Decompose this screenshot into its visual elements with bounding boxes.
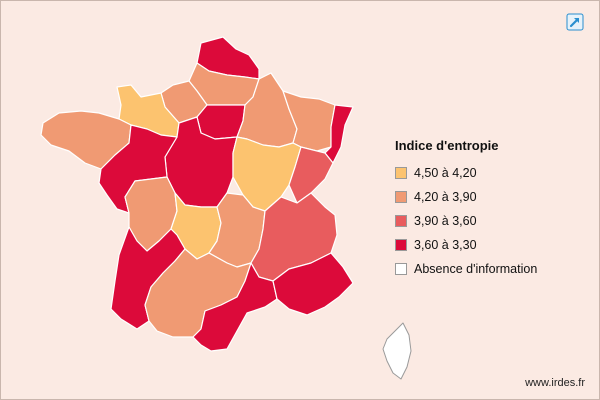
expand-arrow-icon[interactable] <box>566 13 584 31</box>
legend-swatch <box>395 239 407 251</box>
legend-label: Absence d'information <box>414 262 538 276</box>
region-franche-comte <box>288 146 334 204</box>
legend-swatch <box>395 191 407 203</box>
legend-item: Absence d'information <box>395 257 537 281</box>
legend-label: 4,20 à 3,90 <box>414 190 477 204</box>
region-corse <box>382 322 412 380</box>
legend-item: 3,60 à 3,30 <box>395 233 537 257</box>
legend-swatch <box>395 215 407 227</box>
legend-swatch <box>395 167 407 179</box>
legend-label: 3,90 à 3,60 <box>414 214 477 228</box>
legend-item: 4,50 à 4,20 <box>395 161 537 185</box>
map-legend: Indice d'entropie 4,50 à 4,20 4,20 à 3,9… <box>395 138 537 281</box>
legend-label: 3,60 à 3,30 <box>414 238 477 252</box>
legend-item: 3,90 à 3,60 <box>395 209 537 233</box>
region-lorraine <box>282 90 336 152</box>
legend-swatch <box>395 263 407 275</box>
legend-label: 4,50 à 4,20 <box>414 166 477 180</box>
region-paca <box>272 252 354 316</box>
source-credit[interactable]: www.irdes.fr <box>525 377 585 389</box>
legend-item: 4,20 à 3,90 <box>395 185 537 209</box>
legend-title: Indice d'entropie <box>395 138 499 153</box>
